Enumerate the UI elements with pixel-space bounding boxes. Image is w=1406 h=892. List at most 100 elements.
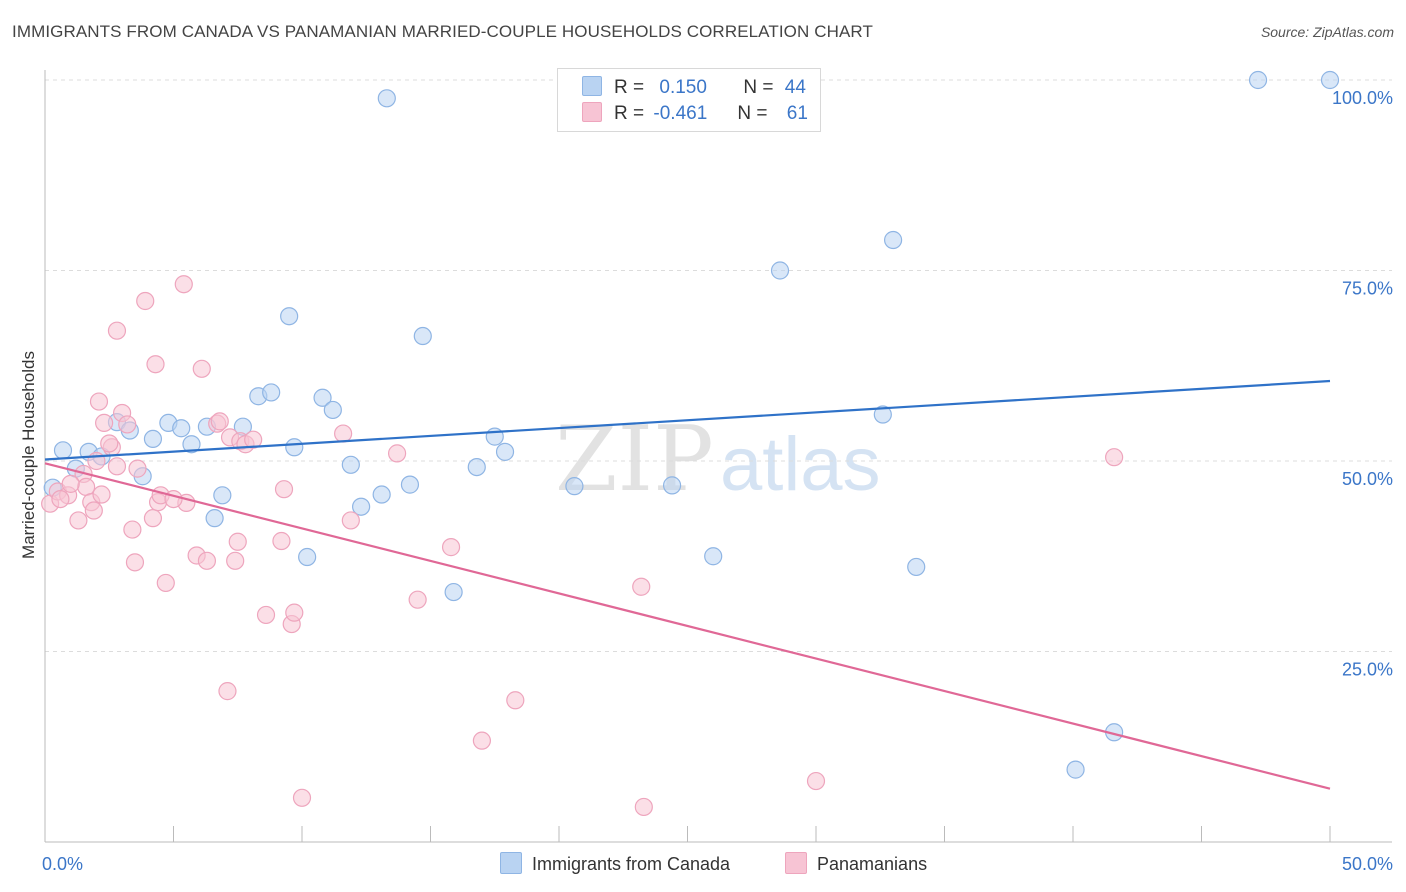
legend-row-canada: R = 0.150 N = 44: [582, 76, 806, 100]
y-tick-label-75: 75.0%: [1342, 279, 1393, 299]
canada-point-41: [1248, 70, 1268, 90]
canada-point-18: [285, 438, 304, 457]
panamanian-point-21: [146, 355, 165, 374]
canada-point-42: [1320, 70, 1340, 90]
series-immigrants-from-canada-points: [43, 70, 1340, 779]
panamanian-point-13: [107, 321, 127, 340]
legend-n-label: N =: [737, 103, 768, 124]
legend-n-label: N =: [743, 77, 774, 98]
panamanian-point-57: [164, 490, 183, 509]
panamanian-point-42: [285, 603, 304, 622]
panamanian-point-33: [226, 551, 245, 570]
panamanian-point-3: [69, 511, 88, 530]
legend-r-label: R =: [614, 77, 645, 98]
bottom-legend-swatch-blue: [500, 852, 522, 874]
canada-point-13: [213, 486, 232, 505]
panamanian-point-40: [274, 480, 294, 499]
tick-labels: 25.0% 50.0% 75.0% 100.0% 0.0% 50.0%: [42, 88, 1393, 874]
legend-n-value-panamanians: 61: [786, 103, 808, 124]
panamanian-point-56: [100, 434, 119, 453]
bottom-legend-swatch-pink: [785, 852, 807, 874]
panamanian-point-8: [89, 392, 109, 411]
bottom-legend-panamanians: Panamanians: [785, 852, 927, 875]
trend-line-canada: [44, 379, 1331, 461]
canada-point-25: [377, 89, 396, 108]
y-tick-label-50: 50.0%: [1342, 469, 1393, 489]
canada-point-12: [205, 509, 224, 528]
panamanian-point-52: [632, 577, 651, 596]
canada-point-33: [662, 476, 682, 495]
canada-point-7: [143, 429, 163, 449]
canada-point-22: [341, 455, 360, 474]
panamanian-point-48: [441, 538, 461, 557]
legend-swatch-blue: [582, 76, 602, 96]
panamanian-point-37: [244, 430, 263, 449]
y-axis-label: Married-couple Households: [19, 351, 38, 559]
panamanian-point-44: [334, 424, 353, 443]
panamanian-point-25: [174, 275, 193, 294]
canada-point-28: [444, 582, 463, 602]
panamanian-point-58: [210, 412, 229, 431]
canada-point-39: [1066, 760, 1085, 779]
legend-r-value-panamanians: -0.461: [653, 103, 708, 124]
bottom-legend-label-canada: Immigrants from Canada: [532, 854, 731, 874]
panamanian-point-18: [128, 459, 147, 478]
panamanian-point-12: [107, 457, 127, 476]
canada-point-19: [298, 547, 317, 567]
watermark-atlas: atlas: [720, 422, 881, 507]
canada-point-24: [372, 485, 391, 504]
panamanian-point-49: [472, 731, 491, 750]
canada-point-9: [172, 419, 191, 438]
correlation-legend: R = 0.150 N = 44 R = -0.461 N = 61: [557, 68, 821, 132]
panamanian-point-28: [192, 359, 211, 378]
bottom-legend-canada: Immigrants from Canada: [500, 852, 730, 875]
panamanian-point-43: [292, 788, 312, 807]
panamanian-point-34: [228, 532, 247, 551]
canada-point-26: [400, 475, 420, 494]
legend-n-value-canada: 44: [784, 77, 806, 98]
axes: [44, 70, 1392, 843]
canada-point-34: [704, 547, 723, 566]
canada-point-32: [565, 477, 584, 496]
gridlines: [45, 79, 1392, 652]
panamanian-point-20: [143, 509, 163, 528]
panamanian-point-31: [218, 682, 237, 701]
canada-point-20: [313, 388, 332, 407]
canada-point-38: [907, 557, 926, 577]
panamanian-point-10: [95, 413, 114, 432]
chart-title: IMMIGRANTS FROM CANADA VS PANAMANIAN MAR…: [12, 22, 873, 41]
canada-point-36: [873, 405, 892, 424]
panamanian-point-55: [61, 474, 80, 493]
legend-r-value-canada: 0.150: [659, 77, 707, 98]
panamanian-point-53: [806, 771, 826, 791]
trend-lines: [44, 379, 1331, 790]
legend-r-label: R =: [614, 103, 645, 124]
watermark: ZIP atlas: [555, 407, 881, 512]
trend-line-panamanians: [44, 462, 1331, 790]
canada-point-0: [53, 441, 73, 460]
canada-point-23: [352, 497, 371, 516]
panamanian-point-51: [634, 797, 653, 817]
panamanian-point-46: [387, 444, 407, 463]
panamanian-point-45: [341, 511, 360, 530]
canada-point-31: [495, 442, 515, 461]
panamanian-point-9: [92, 485, 111, 504]
panamanian-point-5: [77, 477, 96, 497]
legend-row-panamanians: R = -0.461 N = 61: [582, 102, 808, 126]
canada-point-17: [280, 307, 299, 326]
y-tick-label-100: 100.0%: [1332, 88, 1393, 108]
y-tick-label-25: 25.0%: [1342, 660, 1393, 680]
panamanian-point-47: [408, 590, 427, 609]
series-panamanians-points: [41, 275, 1124, 817]
canada-point-21: [323, 400, 342, 420]
panamanian-point-24: [156, 573, 175, 593]
panamanian-point-19: [136, 291, 155, 311]
panamanian-point-38: [256, 605, 276, 625]
panamanian-point-54: [1105, 448, 1124, 467]
x-tick-label-min: 0.0%: [42, 854, 83, 874]
legend-swatch-pink: [582, 102, 602, 122]
canada-point-27: [413, 326, 432, 346]
x-tick-label-max: 50.0%: [1342, 854, 1393, 874]
canada-point-35: [770, 261, 790, 280]
